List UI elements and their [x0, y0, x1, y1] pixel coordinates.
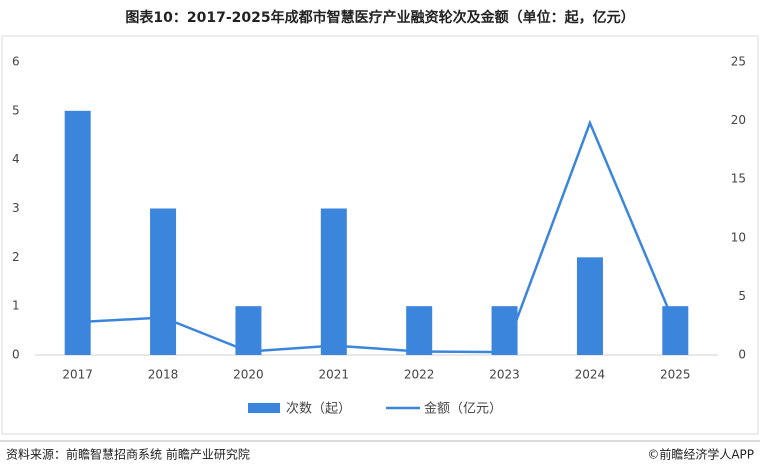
- x-tick-label: 2017: [62, 368, 93, 382]
- credit: ©前瞻经济学人APP: [647, 447, 754, 462]
- y-tick-label: 4: [12, 152, 20, 166]
- x-tick-label: 2020: [233, 368, 264, 382]
- x-tick-label: 2025: [660, 368, 691, 382]
- y2-tick-label: 0: [738, 348, 746, 362]
- y-tick-label: 3: [12, 201, 20, 215]
- y-tick-label: 1: [12, 299, 20, 313]
- legend-label: 金额（亿元）: [424, 401, 502, 417]
- x-tick-label: 2021: [319, 368, 350, 382]
- line: [77, 119, 677, 354]
- bar: [320, 208, 347, 355]
- chart-title: 图表10：2017-2025年成都市智慧医疗产业融资轮次及金额（单位：起，亿元）: [125, 9, 634, 26]
- y2-tick-label: 20: [731, 113, 746, 127]
- legend-swatch: [248, 403, 280, 413]
- bar: [150, 208, 177, 355]
- y2-tick-label: 10: [731, 230, 746, 244]
- x-tick-label: 2023: [489, 368, 520, 382]
- x-tick-label: 2022: [404, 368, 435, 382]
- bar: [662, 306, 689, 355]
- y-tick-label: 6: [12, 55, 20, 69]
- y2-tick-label: 25: [731, 55, 746, 69]
- x-tick-label: 2018: [148, 368, 179, 382]
- y-tick-label: 5: [12, 103, 20, 117]
- legend-label: 次数（起）: [286, 401, 351, 417]
- x-tick-label: 2024: [575, 368, 606, 382]
- y2-tick-label: 15: [731, 172, 746, 186]
- y2-tick-label: 5: [738, 289, 746, 303]
- source: 资料来源：前瞻智慧招商系统 前瞻产业研究院: [6, 447, 250, 462]
- chart-frame: [1, 35, 759, 435]
- y-tick-label: 2: [12, 250, 20, 264]
- bar: [406, 306, 433, 355]
- y-tick-label: 0: [12, 348, 20, 362]
- bar: [64, 110, 91, 355]
- bar: [576, 257, 603, 355]
